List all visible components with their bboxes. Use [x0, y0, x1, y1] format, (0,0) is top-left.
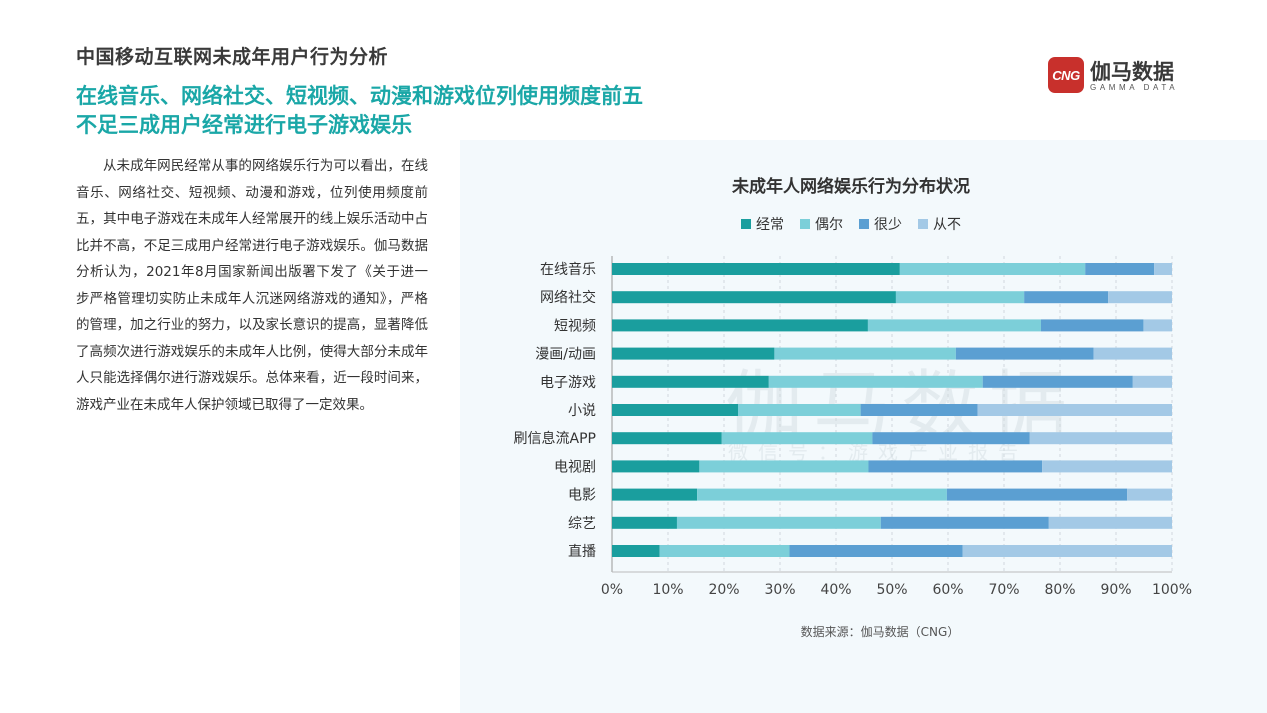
- x-tick-label-1: 10%: [652, 582, 683, 598]
- bar-6-2: [872, 432, 1030, 445]
- chart-title: 未成年人网络娱乐行为分布状况: [731, 176, 970, 197]
- category-label-9: 综艺: [568, 516, 596, 532]
- bar-7-3: [1042, 460, 1172, 473]
- brand-logo: CNG 伽马数据 GAMMA DATA: [1048, 57, 1198, 97]
- bar-9-2: [880, 516, 1049, 529]
- bar-1-2: [1024, 291, 1109, 304]
- bar-2-3: [1143, 319, 1172, 332]
- body-paragraph: 从未成年网民经常从事的网络娱乐行为可以看出，在线音乐、网络社交、短视频、动漫和游…: [76, 158, 428, 413]
- bar-7-2: [868, 460, 1043, 473]
- logo-name: 伽马数据: [1090, 60, 1174, 84]
- bar-8-0: [612, 488, 698, 501]
- logo-mark: CNG: [1048, 57, 1084, 93]
- bar-4-3: [1132, 375, 1172, 388]
- bar-9-3: [1048, 516, 1172, 529]
- category-label-7: 电视剧: [554, 459, 596, 475]
- bar-1-1: [895, 291, 1025, 304]
- x-tick-label-3: 30%: [764, 582, 795, 598]
- bar-5-1: [738, 404, 861, 416]
- bar-3-2: [955, 347, 1094, 360]
- legend-swatch-3: [918, 219, 928, 229]
- bar-8-3: [1127, 488, 1172, 501]
- bar-7-0: [612, 460, 700, 473]
- legend-swatch-1: [800, 219, 810, 229]
- category-label-4: 电子游戏: [540, 375, 596, 391]
- category-label-2: 短视频: [554, 318, 596, 334]
- bar-9-0: [612, 516, 677, 529]
- bar-5-2: [860, 404, 978, 416]
- bar-8-2: [946, 488, 1128, 501]
- legend-label-3: 从不: [933, 217, 961, 233]
- x-tick-label-9: 90%: [1100, 582, 1131, 598]
- bar-10-1: [659, 545, 790, 557]
- category-label-0: 在线音乐: [540, 261, 596, 278]
- chart-source: 数据来源：伽马数据（CNG）: [801, 624, 960, 639]
- bar-6-3: [1029, 432, 1172, 445]
- category-label-6: 刷信息流APP: [514, 430, 596, 447]
- bar-5-3: [977, 404, 1172, 416]
- bar-0-3: [1154, 263, 1172, 275]
- category-label-8: 电影: [568, 488, 596, 504]
- category-label-3: 漫画/动画: [535, 347, 596, 363]
- x-tick-label-8: 80%: [1044, 582, 1075, 598]
- bar-2-0: [612, 319, 868, 332]
- bar-10-3: [962, 545, 1172, 557]
- x-tick-label-5: 50%: [876, 582, 907, 598]
- bar-0-2: [1085, 263, 1155, 275]
- bar-4-1: [768, 375, 983, 388]
- headline: 在线音乐、网络社交、短视频、动漫和游戏位列使用频度前五 不足三成用户经常进行电子…: [76, 82, 643, 140]
- legend-label-0: 经常: [756, 217, 784, 233]
- bar-1-0: [612, 291, 896, 304]
- bar-0-0: [612, 263, 900, 275]
- category-label-1: 网络社交: [540, 289, 596, 306]
- headline-line-1: 在线音乐、网络社交、短视频、动漫和游戏位列使用频度前五: [76, 84, 643, 108]
- legend-label-2: 很少: [874, 217, 902, 233]
- x-tick-label-7: 70%: [988, 582, 1019, 598]
- bar-5-0: [612, 404, 738, 416]
- bar-6-1: [721, 432, 873, 445]
- bar-10-2: [789, 545, 963, 557]
- legend-swatch-0: [741, 219, 751, 229]
- headline-line-2: 不足三成用户经常进行电子游戏娱乐: [76, 113, 412, 137]
- section-title: 中国移动互联网未成年用户行为分析: [76, 46, 389, 68]
- bar-7-1: [699, 460, 869, 473]
- legend-label-1: 偶尔: [815, 217, 843, 233]
- x-tick-label-6: 60%: [932, 582, 963, 598]
- legend-swatch-2: [859, 219, 869, 229]
- bar-2-2: [1040, 319, 1144, 332]
- logo-subtitle: GAMMA DATA: [1090, 83, 1179, 92]
- bar-6-0: [612, 432, 722, 445]
- x-tick-label-2: 20%: [708, 582, 739, 598]
- bar-4-0: [612, 375, 769, 388]
- bar-3-0: [612, 347, 775, 360]
- category-label-10: 直播: [568, 543, 596, 560]
- bar-8-1: [697, 488, 947, 501]
- category-label-5: 小说: [568, 403, 596, 419]
- bar-2-1: [867, 319, 1041, 332]
- bar-9-1: [676, 516, 881, 529]
- x-tick-label-10: 100%: [1152, 582, 1192, 598]
- bar-0-1: [899, 263, 1086, 275]
- x-tick-label-4: 40%: [820, 582, 851, 598]
- bar-4-2: [982, 375, 1133, 388]
- bar-1-3: [1108, 291, 1172, 304]
- bar-3-3: [1093, 347, 1172, 360]
- bar-3-1: [774, 347, 956, 360]
- x-tick-label-0: 0%: [601, 582, 623, 598]
- chart-panel: 伽马数据 微信号：游戏产业报告 未成年人网络娱乐行为分布状况 经常 偶尔 很少 从不 0%…: [460, 140, 1267, 713]
- bar-10-0: [612, 545, 660, 557]
